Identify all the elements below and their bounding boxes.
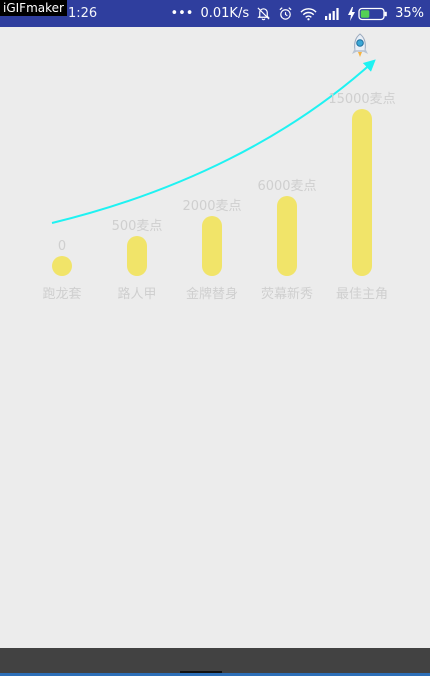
bar-4	[277, 196, 297, 276]
bar-2	[127, 236, 147, 276]
category-label-3: 金牌替身	[186, 286, 238, 302]
category-label-4: 荧幕新秀	[261, 286, 313, 302]
bar-3	[202, 216, 222, 276]
charging-bolt-icon	[348, 6, 356, 21]
bottom-accent-line	[0, 673, 430, 676]
watermark: iGIFmaker	[0, 0, 67, 16]
bottom-navigation-bar	[0, 648, 430, 676]
signal-icon	[324, 7, 340, 20]
silent-bell-icon	[256, 6, 271, 21]
category-label-5: 最佳主角	[336, 287, 388, 302]
category-label-2: 路人甲	[117, 286, 156, 302]
wifi-icon	[300, 7, 317, 21]
category-label-1: 跑龙套	[42, 286, 81, 302]
battery-icon	[358, 7, 387, 20]
status-icons: ••• 0.01K/s	[170, 6, 424, 21]
bar-value-label-2: 500麦点	[112, 219, 163, 234]
bottom-indicator	[180, 671, 222, 673]
status-time: 1:26	[68, 6, 98, 21]
bar-5	[352, 109, 372, 276]
alarm-icon	[278, 6, 293, 21]
bar-value-label-1: 0	[58, 239, 66, 254]
status-bar: 1:26 ••• 0.01K/s	[0, 0, 430, 27]
status-dots: •••	[170, 6, 194, 21]
bar-value-label-3: 2000麦点	[182, 199, 241, 214]
bar-value-label-5: 15000麦点	[328, 92, 395, 107]
net-speed: 0.01K/s	[200, 6, 250, 21]
battery-indicator	[347, 6, 388, 21]
rocket-icon	[352, 33, 368, 57]
bar-value-label-4: 6000麦点	[257, 179, 316, 194]
growth-curve-arrow	[51, 59, 376, 224]
bar-1	[52, 256, 72, 276]
battery-percent: 35%	[395, 6, 424, 21]
